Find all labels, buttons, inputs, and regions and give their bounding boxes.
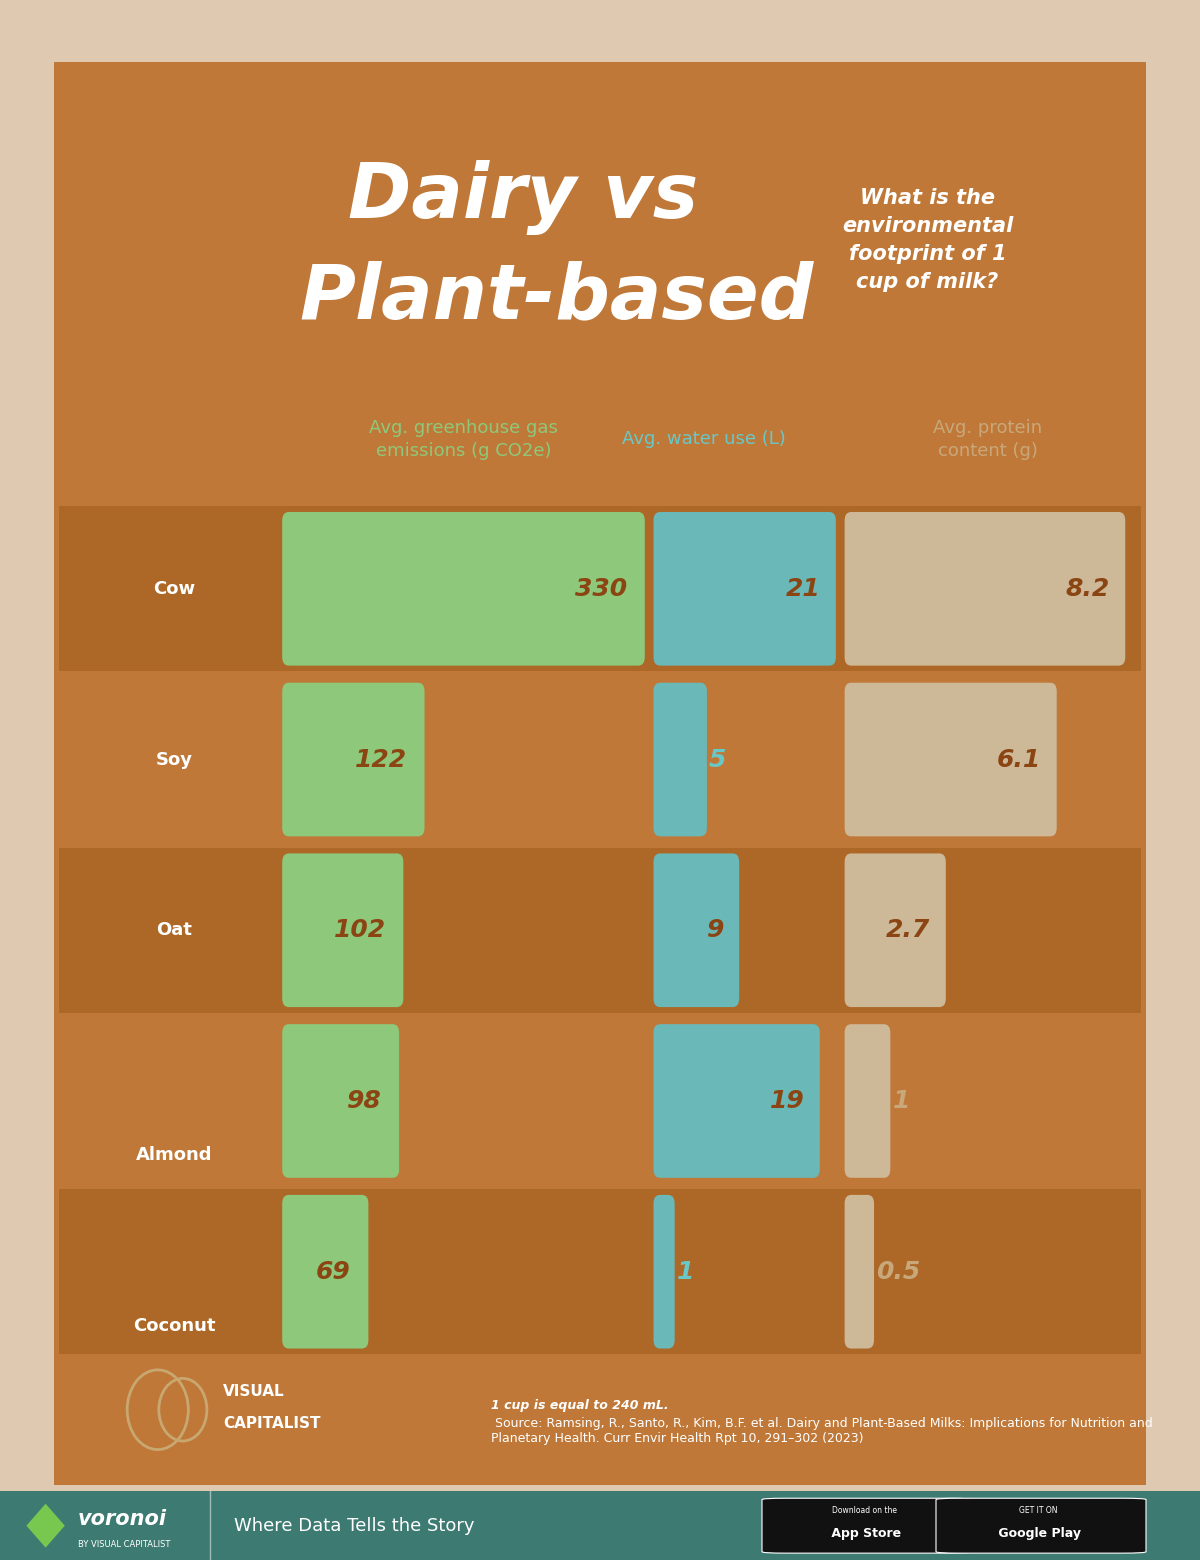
Text: Download on the: Download on the (832, 1505, 896, 1515)
Text: 21: 21 (786, 577, 821, 601)
Text: Avg. water use (L): Avg. water use (L) (622, 431, 786, 448)
Text: CAPITALIST: CAPITALIST (223, 1416, 320, 1432)
FancyBboxPatch shape (845, 1195, 874, 1348)
Text: Avg. protein
content (g): Avg. protein content (g) (934, 420, 1043, 460)
FancyBboxPatch shape (762, 1498, 972, 1554)
FancyBboxPatch shape (282, 853, 403, 1008)
FancyBboxPatch shape (845, 683, 1057, 836)
Text: 98: 98 (347, 1089, 382, 1112)
Text: App Store: App Store (827, 1527, 901, 1540)
Text: Almond: Almond (136, 1147, 212, 1164)
Text: Dairy vs: Dairy vs (348, 161, 698, 236)
FancyBboxPatch shape (282, 1025, 400, 1178)
FancyBboxPatch shape (845, 1025, 890, 1178)
Text: VISUAL: VISUAL (223, 1384, 284, 1399)
FancyBboxPatch shape (845, 512, 1126, 666)
Text: 9: 9 (707, 919, 724, 942)
FancyBboxPatch shape (654, 683, 707, 836)
FancyBboxPatch shape (60, 1189, 1140, 1354)
Text: 330: 330 (575, 577, 628, 601)
FancyBboxPatch shape (282, 683, 425, 836)
Text: Plant-based: Plant-based (299, 261, 814, 334)
FancyBboxPatch shape (654, 853, 739, 1008)
Text: voronoi: voronoi (78, 1509, 167, 1529)
Text: 6.1: 6.1 (997, 747, 1042, 772)
Text: What is the
environmental
footprint of 1
cup of milk?: What is the environmental footprint of 1… (842, 189, 1013, 292)
Text: 2.7: 2.7 (887, 919, 930, 942)
FancyBboxPatch shape (60, 1019, 1140, 1184)
Text: 69: 69 (316, 1260, 350, 1284)
Text: Where Data Tells the Story: Where Data Tells the Story (234, 1516, 474, 1535)
FancyBboxPatch shape (654, 1025, 820, 1178)
Text: Soy: Soy (156, 750, 193, 769)
FancyBboxPatch shape (845, 853, 946, 1008)
FancyBboxPatch shape (60, 677, 1140, 842)
Text: BY VISUAL CAPITALIST: BY VISUAL CAPITALIST (78, 1540, 170, 1549)
Text: 1: 1 (677, 1260, 695, 1284)
Text: 5: 5 (709, 747, 726, 772)
Text: Google Play: Google Play (995, 1527, 1081, 1540)
Text: 19: 19 (769, 1089, 804, 1112)
Text: 1 cup is equal to 240 mL.: 1 cup is equal to 240 mL. (491, 1399, 668, 1412)
Text: Source: Ramsing, R., Santo, R., Kim, B.F. et al. Dairy and Plant-Based Milks: Im: Source: Ramsing, R., Santo, R., Kim, B.F… (491, 1416, 1152, 1445)
FancyBboxPatch shape (60, 507, 1140, 671)
Text: 1: 1 (893, 1089, 910, 1112)
Polygon shape (26, 1504, 65, 1548)
Text: GET IT ON: GET IT ON (1019, 1505, 1057, 1515)
Text: 102: 102 (334, 919, 386, 942)
FancyBboxPatch shape (654, 512, 836, 666)
Text: 122: 122 (355, 747, 407, 772)
FancyBboxPatch shape (936, 1498, 1146, 1554)
Text: 0.5: 0.5 (876, 1260, 920, 1284)
Text: Oat: Oat (156, 922, 192, 939)
FancyBboxPatch shape (37, 41, 1163, 1507)
FancyBboxPatch shape (282, 1195, 368, 1348)
Text: 8.2: 8.2 (1066, 577, 1110, 601)
Text: Coconut: Coconut (133, 1317, 215, 1335)
Text: Avg. greenhouse gas
emissions (g CO2e): Avg. greenhouse gas emissions (g CO2e) (370, 420, 558, 460)
FancyBboxPatch shape (654, 1195, 674, 1348)
Text: Cow: Cow (154, 580, 196, 597)
FancyBboxPatch shape (60, 847, 1140, 1012)
FancyBboxPatch shape (282, 512, 644, 666)
